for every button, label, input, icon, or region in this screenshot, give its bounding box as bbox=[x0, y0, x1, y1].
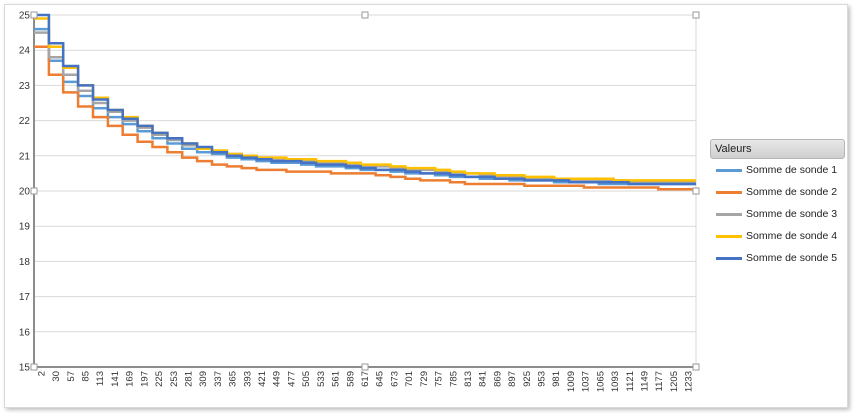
x-tick-label: 85 bbox=[80, 371, 91, 382]
x-tick-label: 645 bbox=[375, 371, 386, 387]
resize-handle[interactable] bbox=[361, 363, 369, 371]
x-tick-label: 953 bbox=[537, 371, 548, 387]
y-tick-label: 22 bbox=[19, 116, 31, 127]
gridlines bbox=[34, 14, 697, 368]
x-tick-label: 981 bbox=[551, 371, 562, 387]
resize-handle[interactable] bbox=[692, 187, 700, 195]
x-tick-label: 1065 bbox=[595, 371, 606, 392]
x-tick-label: 1121 bbox=[625, 371, 636, 391]
x-tick-label: 617 bbox=[360, 371, 371, 387]
resize-handle[interactable] bbox=[30, 187, 38, 195]
x-tick-label: 1009 bbox=[566, 371, 577, 392]
y-tick-label: 23 bbox=[19, 81, 31, 92]
legend-title[interactable]: Valeurs bbox=[710, 139, 845, 159]
series-line-1 bbox=[34, 27, 696, 186]
x-tick-label: 113 bbox=[95, 371, 106, 386]
x-tick-label: 813 bbox=[463, 371, 474, 387]
x-tick-label: 505 bbox=[301, 371, 312, 387]
x-tick-label: 589 bbox=[345, 371, 356, 387]
x-tick-label: 1037 bbox=[581, 371, 592, 392]
series-line-2 bbox=[34, 45, 696, 191]
y-tick-label: 16 bbox=[19, 327, 31, 338]
x-tick-label: 869 bbox=[492, 371, 503, 387]
x-tick-label: 561 bbox=[331, 371, 342, 387]
resize-handle[interactable] bbox=[30, 363, 38, 371]
legend-item-sonde-3[interactable]: Somme de sonde 3 bbox=[710, 203, 845, 225]
x-tick-label: 673 bbox=[389, 371, 400, 387]
legend-label: Somme de sonde 3 bbox=[746, 208, 838, 220]
y-tick-label: 20 bbox=[19, 187, 31, 198]
x-tick-label: 253 bbox=[169, 371, 180, 387]
x-tick-label: 337 bbox=[213, 371, 224, 387]
resize-handle[interactable] bbox=[361, 11, 369, 19]
x-tick-label: 421 bbox=[257, 371, 268, 387]
x-tick-label: 1205 bbox=[669, 371, 680, 392]
x-tick-label: 225 bbox=[154, 371, 165, 387]
legend-items: Somme de sonde 1 Somme de sonde 2 Somme de… bbox=[710, 159, 845, 269]
legend-item-sonde-4[interactable]: Somme de sonde 4 bbox=[710, 225, 845, 247]
x-tick-label: 477 bbox=[286, 371, 297, 387]
legend-swatch bbox=[716, 191, 742, 194]
y-tick-label: 25 bbox=[19, 11, 31, 22]
axes: 15 16 17 18 19 20 21 22 23 24 25 2 30 57 85 113 141 169 19… bbox=[19, 11, 696, 392]
x-tick-label: 309 bbox=[198, 371, 209, 387]
legend-swatch bbox=[716, 235, 742, 238]
y-tick-label: 15 bbox=[19, 363, 31, 374]
series-lines bbox=[34, 13, 696, 191]
legend-swatch bbox=[716, 213, 742, 216]
x-tick-label: 365 bbox=[228, 371, 239, 387]
x-tick-label: 449 bbox=[272, 371, 283, 387]
x-tick-label: 57 bbox=[66, 371, 77, 382]
resize-handle[interactable] bbox=[692, 363, 700, 371]
legend-label: Somme de sonde 2 bbox=[746, 186, 838, 198]
legend-swatch bbox=[716, 169, 742, 172]
x-tick-label: 30 bbox=[51, 371, 62, 382]
x-tick-label: 757 bbox=[434, 371, 445, 387]
resize-handle[interactable] bbox=[692, 11, 700, 19]
legend-item-sonde-1[interactable]: Somme de sonde 1 bbox=[710, 159, 845, 181]
x-tick-label: 533 bbox=[316, 371, 327, 387]
x-tick-label: 785 bbox=[448, 371, 459, 387]
x-tick-label: 1093 bbox=[610, 371, 621, 392]
legend-item-sonde-2[interactable]: Somme de sonde 2 bbox=[710, 181, 845, 203]
y-tick-label: 19 bbox=[19, 222, 31, 233]
chart-frame bbox=[4, 4, 848, 408]
y-tick-label: 18 bbox=[19, 257, 31, 268]
x-tick-label: 1233 bbox=[684, 371, 695, 392]
x-tick-label: 1177 bbox=[654, 371, 665, 391]
series-line-5 bbox=[34, 13, 696, 186]
y-tick-label: 24 bbox=[19, 46, 31, 57]
y-tick-label: 17 bbox=[19, 292, 31, 303]
legend-label: Somme de sonde 1 bbox=[746, 164, 838, 176]
x-tick-label: 169 bbox=[125, 371, 136, 387]
x-tick-label: 925 bbox=[522, 371, 533, 387]
series-line-3 bbox=[34, 31, 696, 184]
x-tick-label: 197 bbox=[139, 371, 150, 387]
x-tick-label: 897 bbox=[507, 371, 518, 387]
legend-swatch bbox=[716, 257, 742, 260]
resize-handle[interactable] bbox=[30, 11, 38, 19]
x-tick-label: 393 bbox=[242, 371, 253, 387]
x-tick-label: 729 bbox=[419, 371, 430, 387]
legend-label: Somme de sonde 4 bbox=[746, 230, 838, 242]
x-tick-label: 141 bbox=[110, 371, 121, 387]
x-tick-label: 841 bbox=[478, 371, 489, 387]
legend-label: Somme de sonde 5 bbox=[746, 252, 838, 264]
x-tick-label: 281 bbox=[183, 371, 194, 387]
x-tick-label: 2 bbox=[36, 371, 47, 376]
legend-item-sonde-5[interactable]: Somme de sonde 5 bbox=[710, 247, 845, 269]
x-tick-label: 1149 bbox=[640, 371, 651, 391]
series-line-4 bbox=[34, 17, 696, 182]
selection-handles[interactable] bbox=[30, 11, 700, 371]
x-tick-label: 701 bbox=[404, 371, 415, 387]
legend: Valeurs Somme de sonde 1 Somme de sonde 2… bbox=[710, 139, 845, 269]
y-tick-label: 21 bbox=[19, 151, 31, 162]
